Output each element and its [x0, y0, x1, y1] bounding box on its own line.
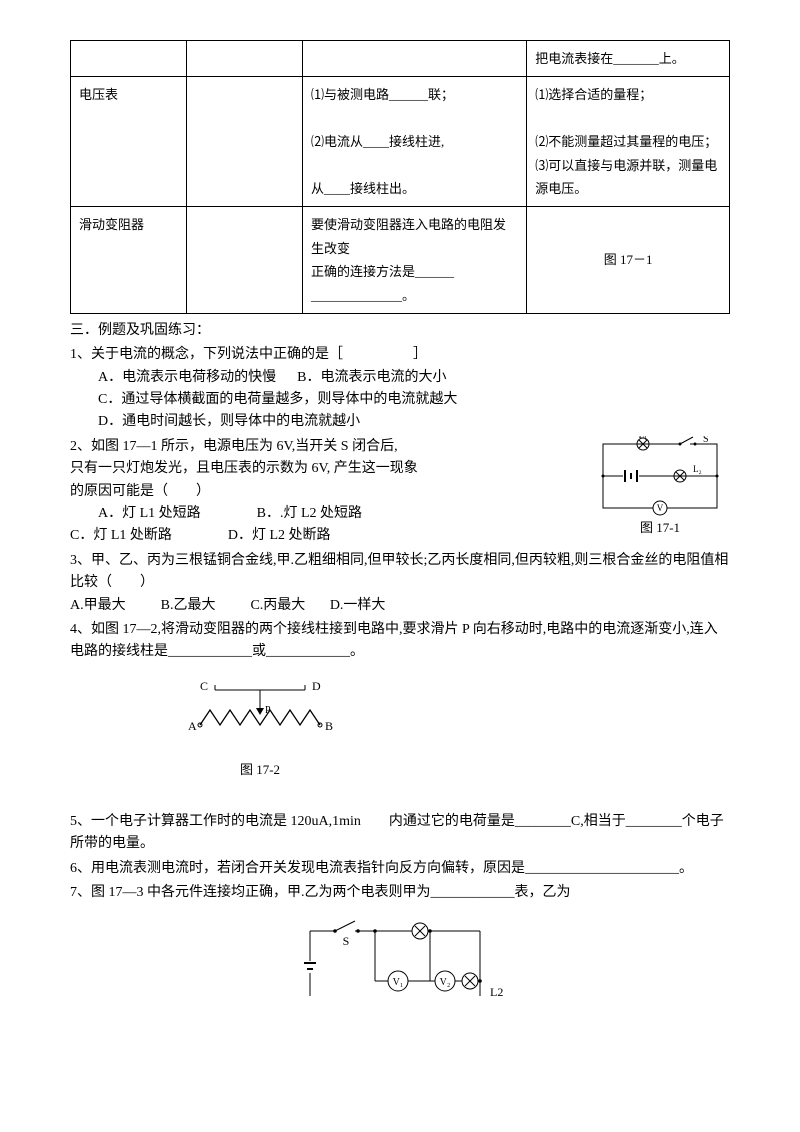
q3-a: A.甲最大: [70, 598, 126, 613]
q1-a: A．电流表示电荷移动的快慢: [98, 370, 276, 385]
circuit-17-1-svg: L₁ S L₂ V: [595, 436, 725, 516]
q1-c: C．通过导体横截面的电荷量越多，则导体中的电流就越大: [70, 389, 730, 411]
r1c4-line2: ⑵不能测量超过其量程的电压；: [535, 130, 721, 153]
cell-r2c3: 要使滑动变阻器连入电路的电阻发生改变 正确的连接方法是______ ______…: [302, 207, 526, 314]
label-d: D: [312, 680, 321, 693]
label-l2b: L2: [490, 985, 503, 999]
q4-stem: 4、如图 17—2,将滑动变阻器的两个接线柱接到电路中,要求滑片 P 向右移动时…: [70, 619, 730, 664]
cell-r0c2: [186, 41, 302, 77]
r1c3-line3: 从____接线柱出。: [311, 177, 518, 200]
cell-r1c4: ⑴选择合适的量程； ⑵不能测量超过其量程的电压； ⑶可以直接与电源并联，测量电源…: [527, 77, 730, 207]
q7-circuit: S V₁ V₂ L2: [70, 911, 730, 1019]
rheostat-diagram: C D P A B 图 17-2: [160, 680, 360, 781]
q3-d: D.一样大: [330, 598, 386, 613]
label-l1: L₁: [639, 436, 648, 440]
label-v: V: [657, 503, 664, 513]
cell-r0c4: 把电流表接在_______上。: [527, 41, 730, 77]
q2-circuit: L₁ S L₂ V: [590, 436, 730, 539]
q2-d: D．灯 L2 处断路: [228, 528, 331, 543]
cell-r1c1: 电压表: [71, 77, 187, 207]
cell-r1c2: [186, 77, 302, 207]
r2c3-line1: 要使滑动变阻器连入电路的电阻发生改变: [311, 213, 518, 260]
rheostat-svg: C D P A B: [170, 680, 350, 750]
label-v2: V₂: [440, 977, 451, 988]
cell-r2c2: [186, 207, 302, 314]
fig-17-2-caption: 图 17-2: [160, 760, 360, 781]
r2c3-line2: 正确的连接方法是______: [311, 260, 518, 283]
label-s: S: [703, 436, 709, 445]
q1-d: D．通电时间越长，则导体中的电流就越小: [70, 411, 730, 433]
cell-r2c4: 图 17－1: [527, 207, 730, 314]
r1c3-line2: ⑵电流从____接线柱进,: [311, 130, 518, 153]
q3-b: B.乙最大: [161, 598, 216, 613]
q3-stem: 3、甲、乙、丙为三根锰铜合金线,甲.乙粗细相同,但甲较长;乙丙长度相同,但丙较粗…: [70, 550, 730, 595]
cell-r1c3: ⑴与被测电路______联； ⑵电流从____接线柱进, 从____接线柱出。: [302, 77, 526, 207]
fig-17-1-caption: 图 17-1: [590, 518, 730, 539]
q1: 1、关于电流的概念，下列说法中正确的是［ ］ A．电流表示电荷移动的快慢 B．电…: [70, 344, 730, 434]
r1c4-line1: ⑴选择合适的量程；: [535, 83, 721, 106]
label-b: B: [325, 719, 333, 733]
r1c4-line3: ⑶可以直接与电源并联，测量电源电压。: [535, 154, 721, 201]
q2-c: C．灯 L1 处断路: [70, 528, 172, 543]
cell-r0c3: [302, 41, 526, 77]
fig-17-1-label: 图 17－1: [604, 252, 653, 267]
q2: L₁ S L₂ V: [70, 436, 730, 548]
q3-c: C.丙最大: [250, 598, 305, 613]
circuit-17-3-svg: S V₁ V₂ L2: [280, 911, 520, 1011]
instrument-table: 把电流表接在_______上。 电压表 ⑴与被测电路______联； ⑵电流从_…: [70, 40, 730, 314]
label-l2: L₂: [693, 464, 702, 474]
label-a: A: [188, 719, 197, 733]
cell-r2c1: 滑动变阻器: [71, 207, 187, 314]
q3: 3、甲、乙、丙为三根锰铜合金线,甲.乙粗细相同,但甲较长;乙丙长度相同,但丙较粗…: [70, 550, 730, 617]
r2c3-line3: ______________。: [311, 284, 518, 307]
q5: 5、一个电子计算器工作时的电流是 120uA,1min 内通过它的电荷量是___…: [70, 811, 730, 856]
q2-a: A．灯 L1 处短路: [98, 506, 201, 521]
q4: 4、如图 17—2,将滑动变阻器的两个接线柱接到电路中,要求滑片 P 向右移动时…: [70, 619, 730, 664]
label-v1: V₁: [393, 977, 404, 988]
section-title: 三．例题及巩固练习：: [70, 320, 730, 342]
q2-b: B．.灯 L2 处短路: [257, 506, 362, 521]
q7: 7、图 17—3 中各元件连接均正确，甲.乙为两个电表则甲为__________…: [70, 882, 730, 904]
q6: 6、用电流表测电流时，若闭合开关发现电流表指针向反方向偏转，原因是_______…: [70, 858, 730, 880]
q1-stem: 1、关于电流的概念，下列说法中正确的是［ ］: [70, 344, 730, 366]
label-c: C: [200, 680, 208, 693]
cell-r0c1: [71, 41, 187, 77]
r1c3-line1: ⑴与被测电路______联；: [311, 83, 518, 106]
label-s2: S: [343, 934, 350, 948]
q1-b: B．电流表示电流的大小: [297, 370, 446, 385]
